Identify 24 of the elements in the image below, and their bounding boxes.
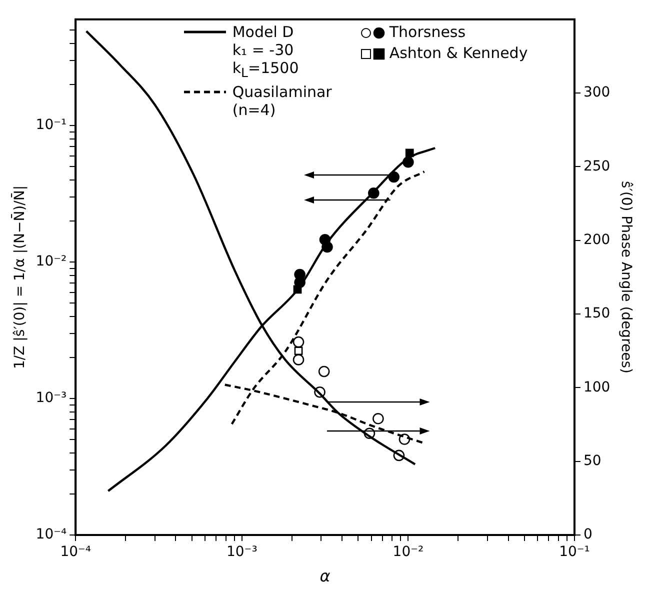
y2-tick-label: 150 (583, 306, 610, 322)
legend-label: Model D (232, 23, 295, 42)
y2-tick-label: 100 (583, 379, 610, 396)
y-tick-label: 10⁻¹ (36, 117, 67, 134)
y-tick-label: 10⁻³ (36, 390, 67, 406)
annotation: k$_{L}$=1500 (232, 59, 299, 80)
x-tick-label: 10⁻¹ (559, 544, 590, 560)
legend-label: Ashton & Kennedy (389, 44, 528, 62)
annotation: k₁ = -30 (232, 41, 295, 60)
y2-tick-label: 300 (583, 84, 610, 101)
y-axis-title: 1/Z |ŝ′(0)| = 1/α |(N−N̄)/N̄| (10, 185, 28, 369)
x-axis-title: α (320, 566, 331, 586)
y-tick-label: 10⁻⁴ (36, 526, 67, 543)
y2-tick-label: 0 (583, 526, 592, 543)
x-tick-label: 10⁻⁴ (60, 544, 92, 560)
x-tick-label: 10⁻² (392, 544, 424, 560)
y-tick-label: 10⁻² (36, 254, 67, 270)
y2-tick-label: 50 (583, 452, 602, 469)
legend-label: Quasilaminar (n=4) (232, 83, 333, 120)
y2-axis-title: ŝ′(0) Phase Angle (degrees) (618, 180, 634, 374)
y2-tick-label: 250 (583, 158, 610, 174)
y2-tick-label: 200 (583, 232, 610, 248)
legend-label: Thorsness (389, 23, 466, 42)
x-tick-label: 10⁻³ (226, 544, 258, 560)
